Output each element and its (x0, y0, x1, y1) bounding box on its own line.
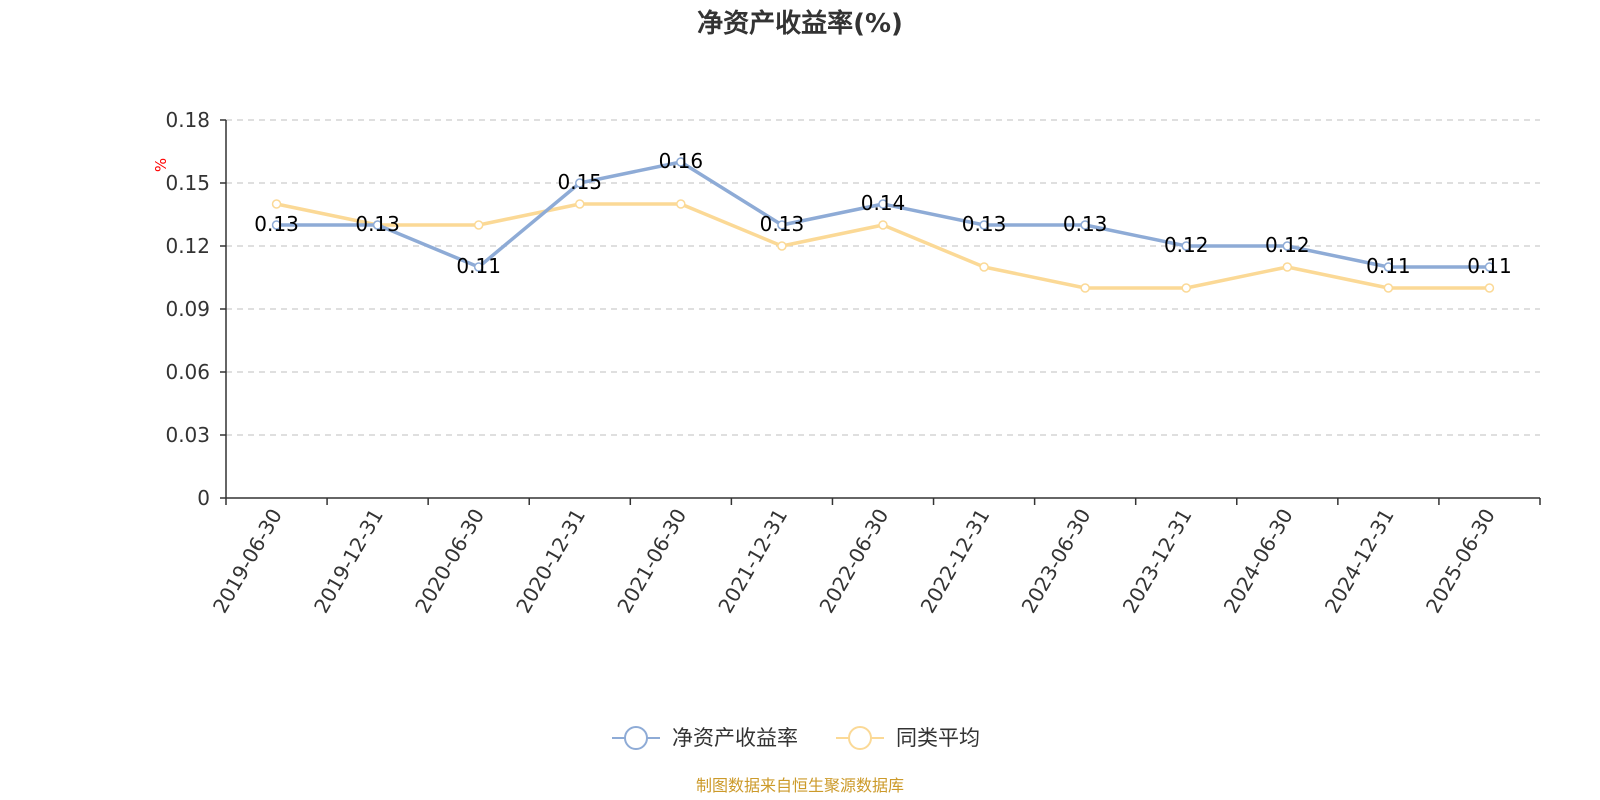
x-tick-label: 2019-06-30 (208, 505, 287, 618)
y-tick-label: 0.09 (165, 297, 210, 321)
legend-item-peer-average[interactable]: 同类平均 (836, 726, 980, 750)
data-label: 0.15 (558, 170, 603, 194)
data-label: 0.12 (1164, 233, 1209, 257)
data-label: 0.13 (962, 212, 1007, 236)
y-tick-label: 0.03 (165, 423, 210, 447)
data-label: 0.13 (1063, 212, 1108, 236)
legend-marker-peer-average (848, 726, 872, 750)
series-1-point[interactable] (271, 199, 282, 209)
x-tick-label: 2022-12-31 (916, 505, 995, 618)
series-0-point[interactable] (777, 220, 787, 230)
series-1-point[interactable] (979, 262, 989, 272)
source-note: 制图数据来自恒生聚源数据库 (696, 776, 904, 795)
legend-marker-roe (624, 726, 648, 750)
x-tick-label: 2023-12-31 (1118, 505, 1197, 618)
data-label: 0.16 (659, 149, 704, 173)
x-tick-label: 2023-06-30 (1017, 505, 1096, 618)
series-0-point[interactable] (1181, 241, 1191, 251)
y-tick-label: 0.06 (165, 360, 210, 384)
x-tick-label: 2024-12-31 (1320, 505, 1399, 618)
data-label: 0.12 (1265, 233, 1310, 257)
legend-item-roe[interactable]: 净资产收益率 (612, 726, 798, 750)
data-label: 0.11 (1467, 254, 1512, 278)
data-label: 0.13 (254, 212, 299, 236)
series-0-point[interactable] (575, 178, 585, 188)
series-1-point[interactable] (1080, 283, 1090, 293)
axes: 0 0.03 0.06 0.09 0.12 0.15 0.18 2019-06-30 2019-… (165, 108, 1541, 618)
series-0-point[interactable] (1080, 220, 1090, 230)
data-label: 0.11 (1366, 254, 1411, 278)
y-tick-label: 0.12 (165, 234, 210, 258)
chart-title: 净资产收益率(%) (697, 8, 903, 39)
series-1-point[interactable] (777, 241, 787, 251)
data-label: 0.11 (456, 254, 501, 278)
data-label: 0.14 (861, 191, 906, 215)
series-0-point[interactable] (372, 220, 383, 230)
x-tick-label: 2019-12-31 (309, 505, 388, 618)
series-1-point[interactable] (878, 220, 888, 230)
series-1-point[interactable] (473, 220, 484, 230)
series-1-point[interactable] (1484, 283, 1495, 293)
series-1-point[interactable] (1383, 283, 1394, 293)
series-0-point[interactable] (878, 199, 888, 209)
series-1-point[interactable] (1282, 262, 1293, 272)
y-tick-label: 0.18 (165, 108, 210, 132)
series-1-point[interactable] (676, 199, 686, 209)
series-0-point[interactable] (1383, 262, 1394, 272)
x-tick-label: 2025-06-30 (1421, 505, 1500, 618)
series-0-point[interactable] (271, 220, 282, 230)
x-tick-label: 2020-12-31 (511, 505, 590, 618)
x-tick-label: 2020-06-30 (410, 505, 489, 618)
legend-label-peer-average: 同类平均 (896, 726, 980, 750)
series-0-point[interactable] (979, 220, 989, 230)
data-label: 0.13 (760, 212, 805, 236)
data-label: 0.13 (355, 212, 400, 236)
x-tick-label: 2024-06-30 (1219, 505, 1298, 618)
y-tick-label: 0.15 (165, 171, 210, 195)
grid-lines (226, 119, 1540, 436)
series-0-point[interactable] (1282, 241, 1293, 251)
x-tick-label: 2021-06-30 (612, 505, 691, 618)
series-0-point[interactable] (1484, 262, 1495, 272)
x-tick-label: 2021-12-31 (713, 505, 792, 618)
data-labels: 0.13 0.13 0.11 0.15 0.16 0.13 0.14 0.13 0.13 0.12… (254, 149, 1511, 278)
series-0-point[interactable] (473, 262, 484, 272)
series-1-point[interactable] (1181, 283, 1191, 293)
series-0-point[interactable] (676, 157, 686, 167)
legend[interactable]: 净资产收益率 同类平均 (612, 726, 980, 750)
series-1-point[interactable] (575, 199, 585, 209)
legend-label-roe: 净资产收益率 (672, 726, 798, 750)
y-tick-label: 0 (197, 486, 210, 510)
series-lines (271, 157, 1495, 293)
y-axis-unit-label: % (152, 158, 170, 172)
x-tick-label: 2022-06-30 (814, 505, 893, 618)
